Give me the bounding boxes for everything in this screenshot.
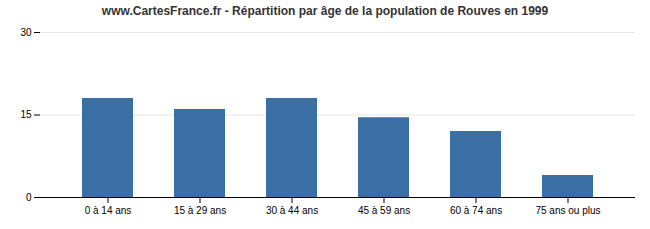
svg-text:0: 0 bbox=[26, 192, 32, 203]
svg-text:30: 30 bbox=[20, 27, 32, 38]
svg-text:60 à 74 ans: 60 à 74 ans bbox=[450, 205, 502, 216]
html-text:www.CartesFrance.fr - Répartit: www.CartesFrance.fr - Répartition par âg… bbox=[101, 4, 549, 18]
svg-text:15: 15 bbox=[20, 109, 32, 120]
svg-text:30 à 44 ans: 30 à 44 ans bbox=[266, 205, 318, 216]
svg-text:45 à 59 ans: 45 à 59 ans bbox=[358, 205, 410, 216]
svg-text:15 à 29 ans: 15 à 29 ans bbox=[174, 205, 226, 216]
svg-text:0 à 14 ans: 0 à 14 ans bbox=[85, 205, 132, 216]
svg-text:75 ans ou plus: 75 ans ou plus bbox=[535, 205, 600, 216]
